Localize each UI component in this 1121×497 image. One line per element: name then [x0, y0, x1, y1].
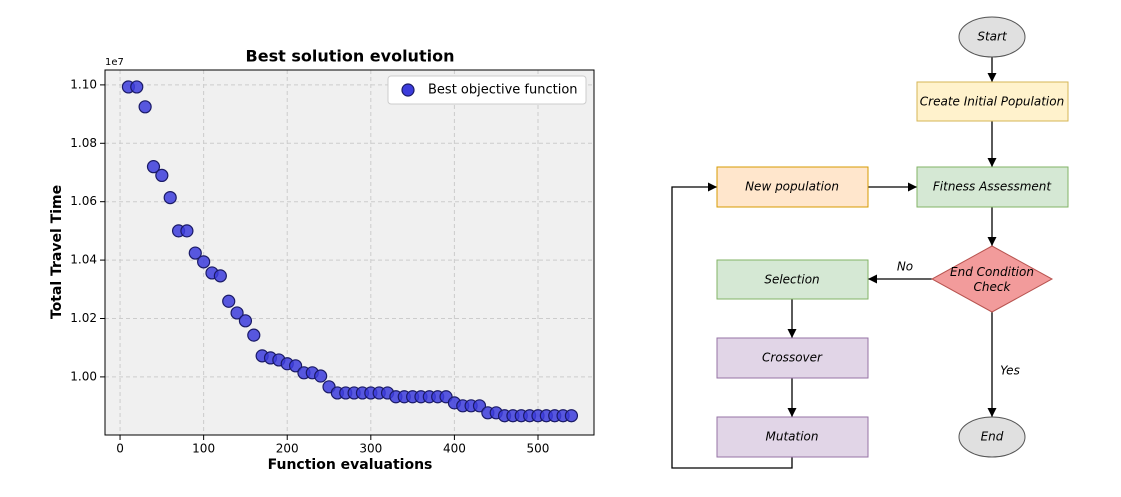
legend: Best objective function: [387, 75, 587, 105]
y-tick-label: 1.00: [70, 369, 97, 383]
node-label: End Condition Check: [950, 265, 1034, 294]
x-tick-label: 400: [443, 442, 466, 456]
edge-label: Yes: [1000, 364, 1020, 378]
point: [130, 80, 144, 94]
point: [163, 191, 177, 205]
end-node: [958, 416, 1026, 458]
point: [247, 328, 261, 342]
process-node: [916, 166, 1069, 208]
point: [230, 306, 244, 320]
decision-node: [930, 245, 1054, 313]
point: [155, 168, 169, 183]
point: [288, 359, 303, 373]
edge-label: No: [897, 260, 913, 274]
x-tick-label: 0: [116, 442, 124, 456]
start-node: [958, 16, 1026, 58]
plot-frame: [104, 69, 595, 436]
point: [314, 369, 328, 383]
x-tick-label: 500: [527, 442, 550, 456]
node-label: New population: [745, 180, 839, 194]
point: [188, 246, 202, 260]
y-offset-label: 1e7: [105, 57, 124, 68]
node-label: Mutation: [765, 430, 818, 444]
node-label: Start: [977, 30, 1008, 44]
y-tick-label: 1.02: [70, 311, 97, 325]
point: [472, 399, 487, 413]
point: [238, 314, 253, 328]
y-tick-label: 1.08: [70, 136, 97, 150]
point: [222, 294, 236, 308]
process-node: [716, 259, 869, 300]
legend-marker: [401, 83, 415, 97]
node-label: Create Initial Population: [920, 95, 1064, 109]
point: [213, 269, 227, 283]
node-label: Selection: [764, 273, 819, 287]
x-tick-label: 300: [359, 442, 382, 456]
x-axis-label: Function evaluations: [268, 457, 433, 473]
arrow: [671, 182, 793, 469]
chart: Best solution evolution Function evaluat…: [49, 47, 595, 473]
node-label: Crossover: [762, 351, 823, 365]
flowchart: Start Create Initial Population Fitness …: [671, 16, 1069, 469]
y-tick-label: 1.10: [70, 77, 97, 91]
point: [180, 224, 194, 238]
point: [197, 255, 211, 269]
y-axis-label: Total Travel Time: [49, 185, 65, 319]
x-tick-label: 100: [192, 442, 215, 456]
x-tick-label: 200: [276, 442, 299, 456]
y-tick-label: 1.04: [70, 253, 97, 267]
node-label: End: [981, 430, 1004, 444]
process-node: [716, 416, 869, 458]
plot-area: [105, 70, 594, 435]
point: [564, 409, 579, 423]
point: [138, 100, 152, 114]
point: [146, 160, 161, 174]
process-node: [916, 81, 1069, 122]
y-tick-label: 1.06: [70, 194, 97, 208]
node-label: Fitness Assessment: [933, 180, 1053, 194]
process-node: [716, 337, 869, 379]
legend-box: [387, 75, 587, 105]
legend-label: Best objective function: [428, 83, 578, 98]
chart-title: Best solution evolution: [246, 47, 455, 66]
process-node: [716, 166, 869, 208]
